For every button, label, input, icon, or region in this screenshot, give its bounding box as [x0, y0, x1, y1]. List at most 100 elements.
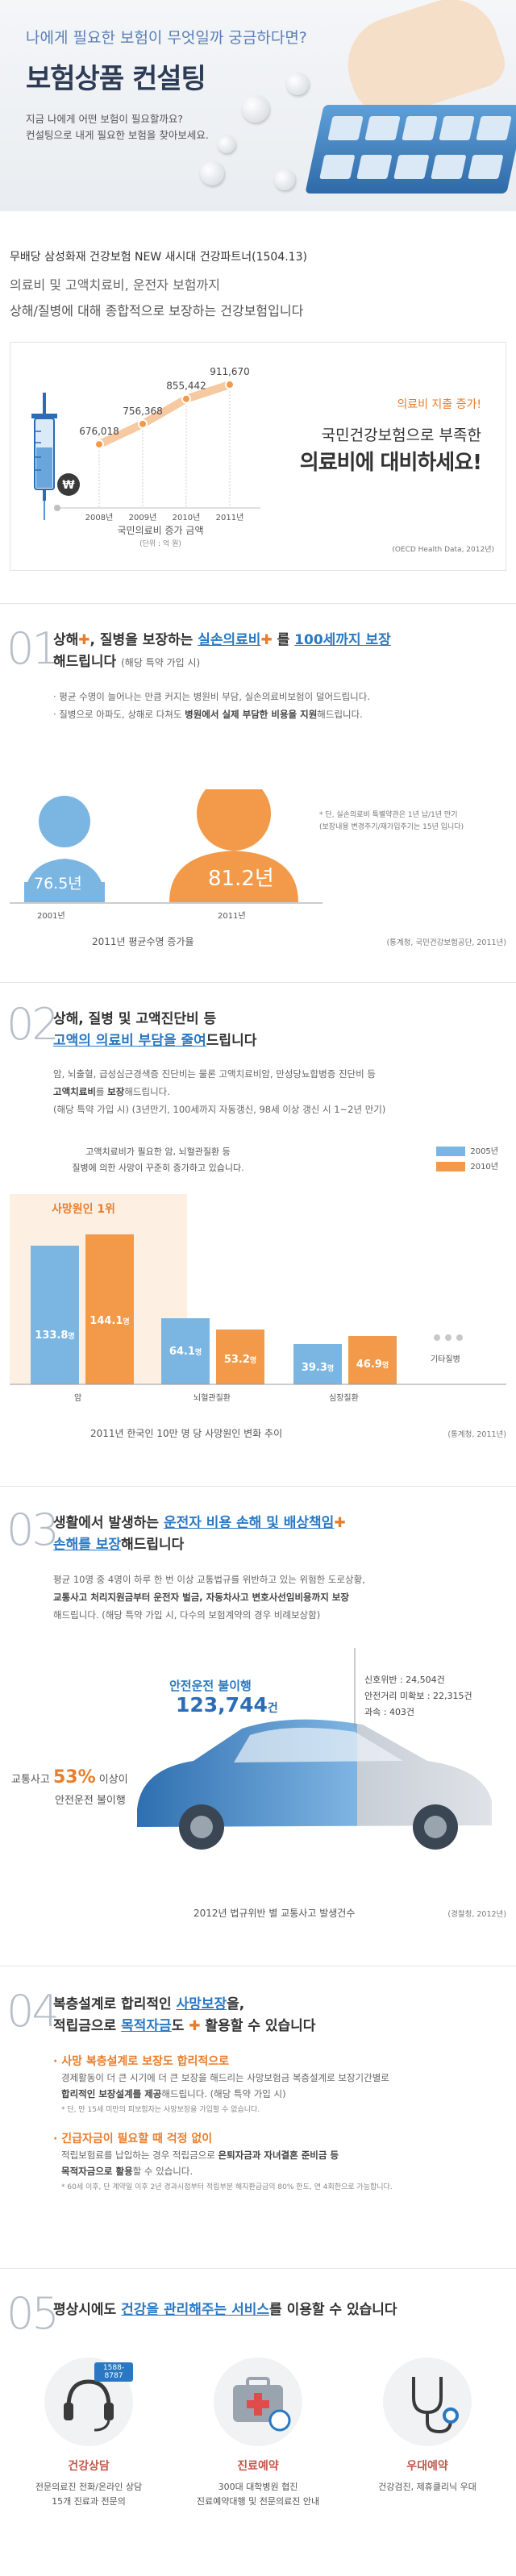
expense-message-1: 국민건강보험으로 부족한: [321, 427, 481, 444]
heading-text: 평상시에도: [53, 2302, 122, 2318]
bar-stroke-2005: [161, 1318, 210, 1384]
bar-unit: 명: [123, 1318, 130, 1326]
bullet-bold: 보장: [107, 1086, 125, 1097]
heading-text: 상해: [53, 632, 79, 648]
ratio-text: 교통사고: [11, 1774, 53, 1786]
heading-highlight: 건강을 관리해주는 서비스: [121, 2302, 270, 2318]
expense-chart-svg: ₩ 676,018 2008년 756,368 2009년 855,442 2010년 91…: [31, 366, 260, 522]
point-bold: 합리적인 보장설계를 제공: [61, 2088, 162, 2100]
expense-value-label: 911,670: [210, 366, 250, 377]
heading-text: , 질병을 보장하는: [89, 632, 198, 648]
value-stroke-2010: 53.2명: [216, 1354, 264, 1366]
violation-item: 안전거리 미확보 : 22,315건: [364, 1691, 472, 1701]
person-2001-icon: [24, 796, 105, 902]
section-number: 02: [6, 999, 60, 1050]
count-unit: 건: [267, 1702, 278, 1715]
expense-point: [225, 380, 235, 390]
plus-icon: ✚: [189, 2018, 201, 2034]
hotline-badge: 1588-8787: [94, 2362, 133, 2382]
bullet: 평균 10명 중 4명이 하루 한 번 이상 교통법규를 위반하고 있는 위험한…: [53, 1574, 365, 1585]
section-02: 02 상해, 질병 및 고액진단비 등 고액의 의료비 부담을 줄여드립니다 암…: [0, 982, 516, 1486]
point-text: 합리적인 보장설계를 제공해드립니다. (해당 특약 가입 시): [53, 2086, 505, 2102]
bar-cancer-2010: [85, 1234, 134, 1384]
headset-icon: 1588-8787: [44, 2358, 133, 2446]
bar-value: 64.1: [169, 1346, 195, 1358]
car-hub: [190, 1816, 213, 1838]
heading-text: 생활에서 발생하는: [53, 1515, 164, 1531]
medical-expense-chart: ₩ 676,018 2008년 756,368 2009년 855,442 2010년 91…: [10, 342, 506, 571]
bullet-text: · 질병으로 아파도, 상해로 다쳐도: [53, 709, 185, 720]
intro-line: 상해/질병에 대해 종합적으로 보장하는 건강보험입니다: [10, 303, 304, 318]
expense-year-label: 2008년: [85, 513, 114, 522]
section-heading: 상해, 질병 및 고액진단비 등 고액의 의료비 부담을 줄여드립니다: [53, 1009, 256, 1052]
expense-chart-unit: (단위 : 억 원): [139, 540, 181, 548]
bullet: 교통사고 처리지원금부터 운전자 벌금, 자동차사고 변호사선임비용까지 보장: [53, 1592, 349, 1603]
bar-value: 39.3: [301, 1362, 327, 1374]
section-bullets: · 평균 수명이 늘어나는 만큼 커지는 병원비 부담, 실손의료비보험이 덜어…: [53, 688, 370, 723]
point-text-part: 해드립니다. (해당 특약 가입 시): [161, 2088, 286, 2100]
bar-unit: 명: [68, 1333, 75, 1341]
legend-label: 2010년: [470, 1163, 498, 1171]
service-desc-line: 진료예약대행 및 전문의료진 안내: [196, 2496, 320, 2507]
bullet: 암, 뇌출혈, 급성심근경색증 진단비는 물론 고액치료비암, 만성당뇨합병증 …: [53, 1068, 376, 1080]
heading-highlight: 고액의 의료비 부담을 줄여: [53, 1033, 206, 1049]
section-heading: 복층설계로 합리적인 사망보장을, 적립금으로 목적자금도 ✚ 활용할 수 있습…: [53, 1994, 315, 2037]
service-health-consult: 1588-8787 건강상담 전문의료진 전화/온라인 상담 15개 진료과 전…: [8, 2358, 169, 2509]
bar-value: 46.9: [356, 1359, 382, 1371]
point-text-part: 적립보험료를 납입하는 경우 적립금으로: [61, 2149, 218, 2161]
car-hub: [424, 1816, 447, 1838]
bullet-text: 해드립니다.: [317, 709, 363, 720]
death-cause-note: 고액치료비가 필요한 암, 뇌혈관질환 등 질병에 의한 사망이 꾸준히 증가하…: [53, 1144, 263, 1176]
bullet-bold: 고액치료비: [53, 1086, 96, 1097]
count-value: 123,744: [176, 1693, 268, 1717]
point-text: 적립보험료를 납입하는 경우 적립금으로 은퇴자금과 자녀결혼 준비금 등: [53, 2147, 505, 2163]
age-2001: 76.5년: [34, 875, 82, 893]
section-04: 04 복층설계로 합리적인 사망보장을, 적립금으로 목적자금도 ✚ 활용할 수…: [0, 1966, 516, 2268]
section-01: 01 상해✚, 질병을 보장하는 실손의료비✚ 를 100세까지 보장 해드립니…: [0, 603, 516, 982]
section-heading: 상해✚, 질병을 보장하는 실손의료비✚ 를 100세까지 보장 해드립니다 (…: [53, 630, 391, 674]
section-points: · 사망 복층설계로 보장도 합리적으로 경제활동이 더 큰 시기에 더 큰 보…: [53, 2054, 505, 2195]
top-cause-label: 사망원인 1위: [52, 1203, 116, 1216]
won-coin-icon: [57, 473, 80, 496]
heading-highlight: 사망보장: [176, 1996, 227, 2012]
heading-highlight: 손해를 보장: [53, 1537, 122, 1553]
death-cause-caption: 2011년 한국인 10만 명 당 사망원인 변화 추이: [90, 1428, 283, 1439]
unsafe-driving-label: 안전운전 불이행: [169, 1679, 252, 1693]
stethoscope-icon: [383, 2358, 472, 2446]
legend-label: 2005년: [470, 1147, 498, 1156]
heading-highlight: 실손의료비: [198, 632, 261, 648]
point-bold: 은퇴자금과 자녀결혼 준비금 등: [218, 2149, 339, 2161]
death-cause-legend: 2005년 2010년: [436, 1144, 498, 1175]
expense-year-label: 2010년: [173, 513, 201, 522]
heading-highlight: 운전자 비용 손해 및 배상책임: [163, 1515, 335, 1531]
service-desc-line: 전문의료진 전화/온라인 상담: [35, 2482, 143, 2492]
heading-text: 복층설계로 합리적인: [53, 1996, 177, 2012]
hero-desc-line: 컨설팅으로 내게 필요한 보험을 찾아보세요.: [26, 129, 209, 141]
legend-2005: 2005년: [436, 1144, 498, 1159]
ellipsis-dot: [456, 1334, 463, 1341]
service-desc-line: 15개 진료과 전문의: [52, 2496, 126, 2507]
expense-message-2: 의료비에 대비하세요!: [299, 451, 482, 475]
headset-icon-svg: [64, 2379, 114, 2432]
heading-text: 해드립니다: [53, 654, 117, 670]
life-expectancy-figures: [10, 789, 322, 904]
pill-organizer-illustration: [305, 105, 516, 194]
ratio-percent: 53%: [52, 1767, 96, 1787]
section-05: 05 평상시에도 건강을 관리해주는 서비스를 이용할 수 있습니다 1588-…: [0, 2268, 516, 2576]
hero-subtitle: 나에게 필요한 보험이 무엇일까 궁금하다면?: [26, 29, 307, 47]
bar-value: 133.8: [35, 1330, 69, 1342]
point-bold: 목적자금으로 활용: [61, 2166, 133, 2177]
heading-text: 적립금으로: [53, 2018, 122, 2034]
hero-description: 지금 나에게 어떤 보험이 필요할까요? 컨설팅으로 내게 필요한 보험을 찾아…: [26, 111, 209, 144]
legend-swatch: [436, 1162, 466, 1171]
heading-note: (해당 특약 가입 시): [121, 657, 201, 668]
section-number: 05: [6, 2288, 60, 2339]
point-text: 경제활동이 더 큰 시기에 더 큰 보장을 해드리는 사망보험금 복층설계로 보…: [61, 2072, 389, 2083]
won-symbol: ₩: [62, 479, 75, 492]
year-2001: 2001년: [37, 912, 65, 921]
expense-alert: 의료비 지출 증가!: [397, 398, 481, 411]
bar-heart-2010: [348, 1336, 397, 1384]
age-2011: 81.2년: [208, 867, 274, 891]
year-2011: 2011년: [218, 912, 246, 921]
